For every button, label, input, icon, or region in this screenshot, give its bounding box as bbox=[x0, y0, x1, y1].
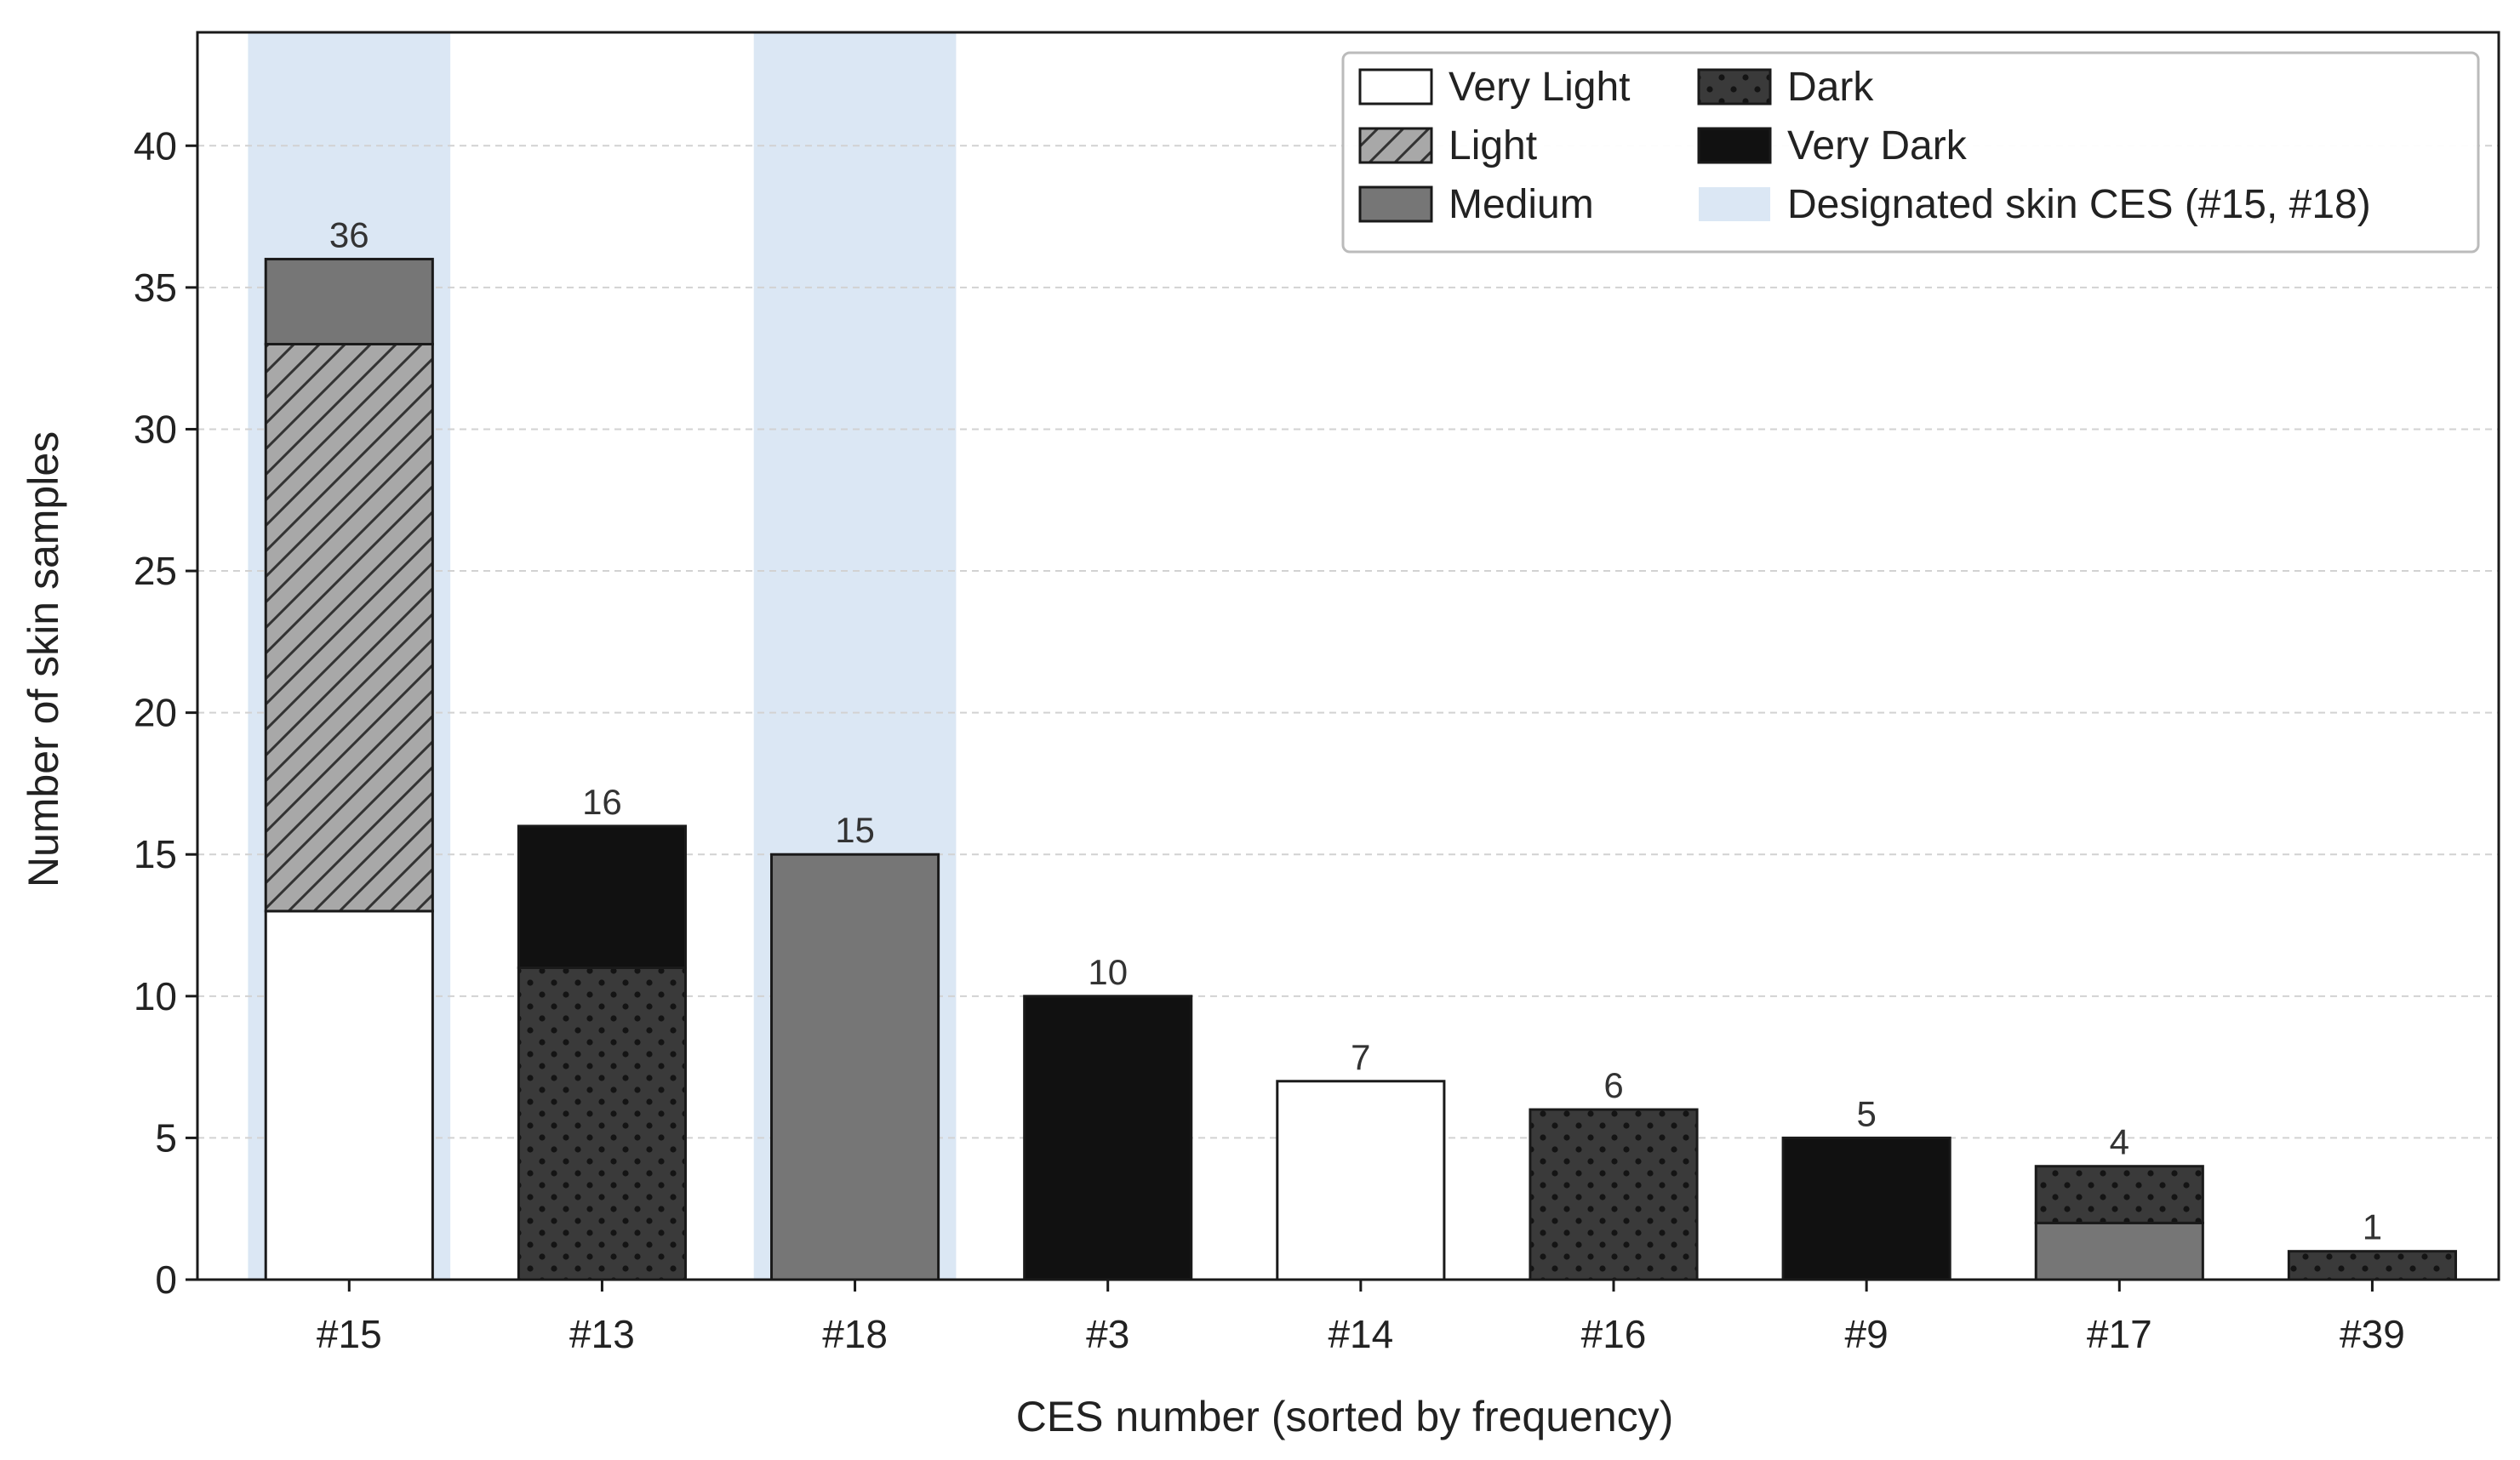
x-tick-label: #15 bbox=[317, 1312, 382, 1356]
bar-segment-very-dark bbox=[517, 824, 687, 970]
bar-segment-dark bbox=[2034, 1165, 2204, 1224]
bar-segment-very-dark bbox=[1023, 995, 1193, 1281]
x-axis-label: CES number (sorted by frequency) bbox=[1016, 1393, 1674, 1440]
bar-value-label: 5 bbox=[1856, 1093, 1876, 1133]
bar-segment-medium bbox=[264, 258, 434, 345]
x-tick-label: #13 bbox=[569, 1312, 635, 1356]
legend-label: Medium bbox=[1449, 182, 1594, 227]
bar-value-label: 7 bbox=[1351, 1037, 1370, 1077]
y-tick-label: 5 bbox=[155, 1115, 177, 1160]
y-tick-label: 40 bbox=[134, 123, 177, 168]
legend-label: Dark bbox=[1787, 65, 1874, 110]
x-tick-label: #3 bbox=[1086, 1312, 1129, 1356]
bar-segment-dark bbox=[1529, 1108, 1699, 1281]
legend-label: Light bbox=[1449, 123, 1537, 168]
y-tick-label: 10 bbox=[134, 974, 177, 1018]
legend-swatch bbox=[1358, 68, 1433, 106]
y-tick-label: 25 bbox=[134, 549, 177, 593]
y-tick-label: 0 bbox=[155, 1258, 177, 1302]
bar-segment-dark bbox=[517, 967, 687, 1281]
x-tick-label: #17 bbox=[2087, 1312, 2152, 1356]
bar-segment-light bbox=[264, 343, 434, 913]
bar-value-label: 15 bbox=[835, 810, 875, 850]
legend-label: Designated skin CES (#15, #18) bbox=[1787, 182, 2371, 227]
bar-value-label: 1 bbox=[2363, 1207, 2382, 1247]
y-tick-label: 20 bbox=[134, 691, 177, 735]
legend-label: Very Dark bbox=[1787, 123, 1968, 168]
legend: Very Light Light Medium Dark Very Dark Design… bbox=[1341, 51, 2480, 254]
y-tick-label: 35 bbox=[134, 265, 177, 310]
legend-swatch bbox=[1699, 187, 1770, 221]
x-tick-label: #18 bbox=[822, 1312, 888, 1356]
bar-value-label: 16 bbox=[582, 782, 622, 822]
bar-value-label: 6 bbox=[1603, 1065, 1623, 1105]
value-labels: 36 16 15 10 7 6 5 4 1 bbox=[329, 215, 2382, 1247]
bar-value-label: 10 bbox=[1088, 952, 1128, 992]
bar-segment-medium bbox=[2034, 1221, 2204, 1281]
legend-swatch bbox=[1697, 68, 1772, 106]
plot-frame bbox=[196, 31, 2500, 1281]
legend-box bbox=[1341, 51, 2480, 254]
y-tick-label: 30 bbox=[134, 407, 177, 451]
legend-swatch bbox=[1358, 185, 1433, 223]
bar-value-label: 36 bbox=[329, 215, 369, 255]
x-tick-label: #14 bbox=[1328, 1312, 1393, 1356]
bar-segment-medium bbox=[770, 853, 940, 1281]
bar-segment-very-dark bbox=[1781, 1136, 1951, 1281]
y-axis-label: Number of skin samples bbox=[20, 431, 67, 887]
legend-label: Very Light bbox=[1449, 65, 1630, 110]
x-tick-label: #39 bbox=[2340, 1312, 2405, 1356]
x-tick-label: #9 bbox=[1845, 1312, 1889, 1356]
bar-segment-very-light bbox=[264, 910, 434, 1281]
bar-value-label: 4 bbox=[2110, 1122, 2129, 1162]
legend-swatch bbox=[1697, 127, 1772, 164]
legend-swatch bbox=[1358, 127, 1433, 164]
bars bbox=[264, 258, 2457, 1281]
x-tick-label: #16 bbox=[1581, 1312, 1647, 1356]
bar-segment-very-light bbox=[1276, 1080, 1446, 1281]
bar-segment-dark bbox=[2287, 1250, 2457, 1281]
y-tick-label: 15 bbox=[134, 832, 177, 876]
